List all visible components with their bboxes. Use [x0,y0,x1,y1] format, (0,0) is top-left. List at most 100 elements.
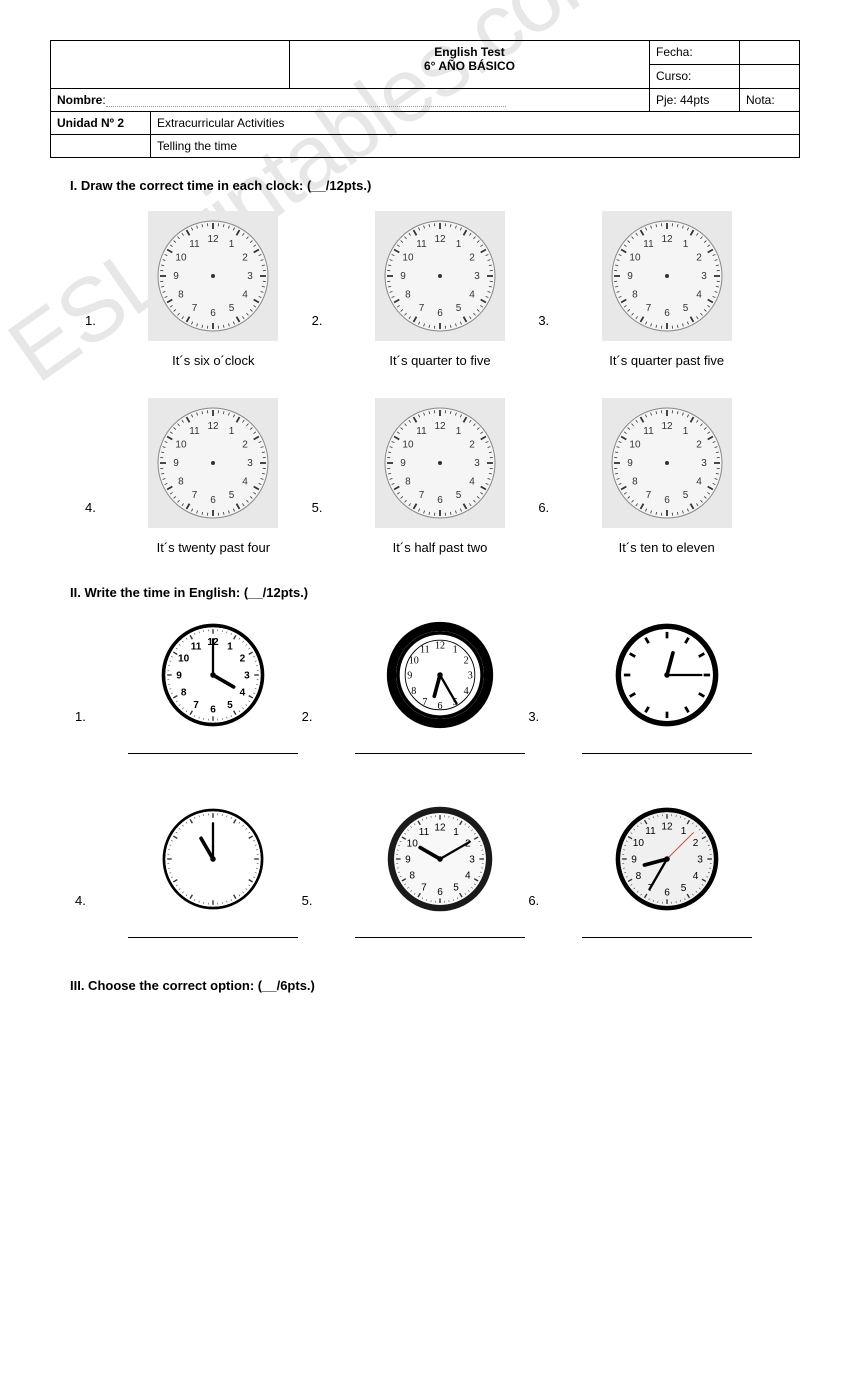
svg-text:8: 8 [179,477,185,488]
svg-text:6: 6 [664,308,670,319]
answer-line [128,753,298,754]
svg-text:3: 3 [701,458,707,469]
clock-icon: 123456789101112 [158,620,268,733]
svg-text:12: 12 [434,421,446,432]
svg-text:2: 2 [243,440,249,451]
svg-text:2: 2 [469,253,475,264]
blank-clock-icon: 123456789101112 [602,398,732,528]
clock-item: 4. 123456789101112 It´s twenty past four [110,398,317,555]
svg-text:2: 2 [692,838,698,849]
svg-text:12: 12 [435,640,445,651]
blank-clock-icon: 123456789101112 [375,211,505,341]
clock-item: 5. 123456789101112 [337,804,544,938]
svg-text:7: 7 [192,490,198,501]
svg-text:10: 10 [407,839,419,850]
section2-heading: II. Write the time in English: (__/12pts… [70,585,800,600]
svg-text:10: 10 [176,253,188,264]
svg-text:1: 1 [229,426,235,437]
fecha-label: Fecha: [650,41,740,65]
svg-text:8: 8 [179,290,185,301]
clock-label: It´s half past two [393,540,488,555]
blank-clock-icon: 123456789101112 [148,398,278,528]
svg-text:11: 11 [416,426,427,437]
svg-text:4: 4 [243,477,249,488]
svg-text:9: 9 [407,671,412,682]
clock-number: 1. [75,709,86,724]
nombre-label: Nombre [57,93,102,107]
svg-text:3: 3 [244,671,250,682]
svg-text:11: 11 [190,426,201,437]
svg-text:2: 2 [240,654,246,665]
clock-icon: 123456789101112 [612,804,722,917]
svg-text:5: 5 [682,490,688,501]
svg-text:9: 9 [174,271,180,282]
svg-text:10: 10 [632,838,644,849]
svg-text:5: 5 [229,490,235,501]
clock-number: 4. [85,500,96,515]
svg-text:6: 6 [664,495,670,506]
svg-text:10: 10 [402,440,414,451]
svg-text:6: 6 [437,887,443,898]
svg-text:12: 12 [434,823,446,834]
clock-number: 3. [528,709,539,724]
unidad-label: Unidad Nº 2 [57,116,124,130]
clock-icon [158,804,268,917]
svg-text:9: 9 [405,855,411,866]
svg-text:7: 7 [422,697,427,708]
svg-text:6: 6 [437,495,443,506]
svg-text:4: 4 [240,688,246,699]
svg-text:8: 8 [632,477,638,488]
svg-text:3: 3 [468,671,473,682]
svg-text:5: 5 [229,303,235,314]
svg-text:4: 4 [243,290,249,301]
svg-text:3: 3 [469,855,475,866]
svg-text:3: 3 [697,855,703,866]
clock-number: 4. [75,893,86,908]
clock-item: 6. 123456789101112 [563,804,770,938]
svg-text:5: 5 [680,883,686,894]
svg-text:7: 7 [194,700,200,711]
clock-number: 2. [312,313,323,328]
svg-text:11: 11 [191,641,202,652]
svg-text:7: 7 [419,490,425,501]
svg-text:1: 1 [680,826,686,837]
svg-text:4: 4 [696,290,702,301]
svg-text:11: 11 [420,644,430,655]
svg-text:5: 5 [227,700,233,711]
clock-label: It´s six o´clock [172,353,254,368]
svg-text:5: 5 [682,303,688,314]
clock-item: 1. 123456789101112 [110,620,317,754]
pje-label: Pje: 44pts [650,89,740,112]
svg-text:3: 3 [248,271,254,282]
svg-text:3: 3 [248,458,254,469]
curso-label: Curso: [650,65,740,89]
clock-icon: 123456789101112 [385,620,495,733]
clock-item: 2. 123456789101112 It´s quarter to five [337,211,544,368]
clock-label: It´s quarter past five [609,353,724,368]
clock-item: 3. 123456789101112 It´s quarter past fiv… [563,211,770,368]
svg-text:11: 11 [645,826,656,837]
clock-number: 5. [302,893,313,908]
svg-text:3: 3 [474,458,480,469]
svg-text:10: 10 [629,253,641,264]
blank-clock-icon: 123456789101112 [375,398,505,528]
answer-line [355,753,525,754]
clock-item: 6. 123456789101112 It´s ten to eleven [563,398,770,555]
svg-text:12: 12 [661,822,673,833]
svg-text:6: 6 [437,308,443,319]
svg-text:12: 12 [661,421,673,432]
svg-text:2: 2 [243,253,249,264]
svg-text:11: 11 [190,239,201,250]
blank-clock-icon: 123456789101112 [602,211,732,341]
topic-value: Telling the time [151,135,800,158]
svg-text:2: 2 [696,440,702,451]
svg-text:6: 6 [211,308,217,319]
clock-item: 2. 123456789101112 [337,620,544,754]
svg-text:8: 8 [405,290,411,301]
svg-text:3: 3 [701,271,707,282]
svg-text:5: 5 [456,490,462,501]
nota-label: Nota: [740,89,800,112]
svg-text:6: 6 [664,888,670,899]
svg-text:1: 1 [453,644,458,655]
svg-text:7: 7 [419,303,425,314]
